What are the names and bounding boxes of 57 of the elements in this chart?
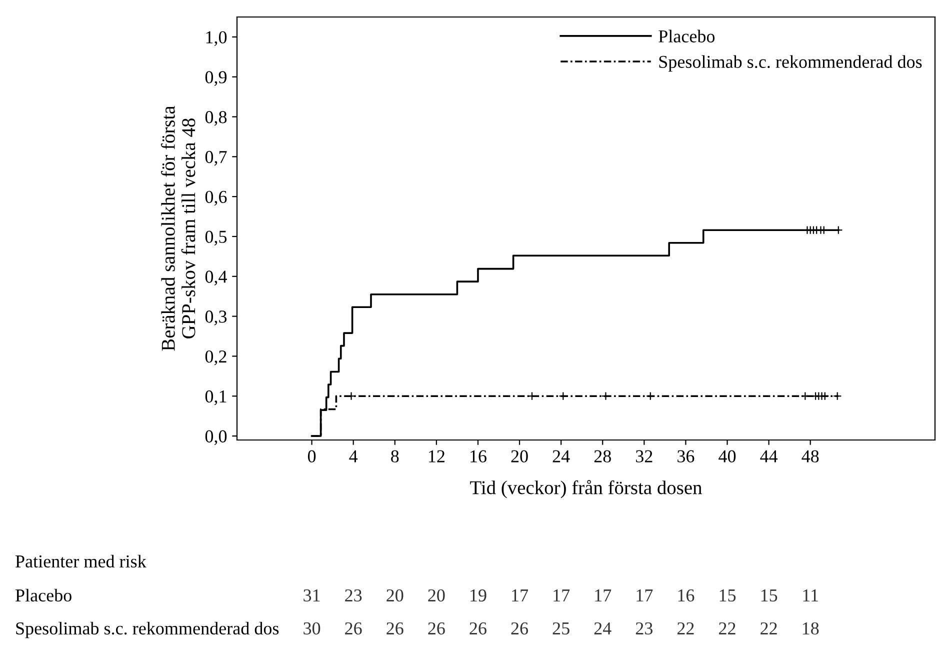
y-axis-title: Beräknad sannolikhet för första GPP-skov fram till vecka 48: [160, 106, 196, 351]
text: 22: [677, 622, 694, 634]
text: 11: [803, 589, 818, 602]
x-tick-label: 0: [308, 450, 316, 462]
legend-label: Placebo: [658, 30, 715, 42]
text: 15: [720, 589, 736, 602]
text: 26: [428, 622, 445, 635]
text: 24: [594, 622, 612, 634]
text: 31: [304, 589, 320, 602]
x-tick-label: 4: [349, 450, 358, 462]
text: 18: [802, 622, 819, 635]
text: 26: [511, 622, 528, 635]
text: 22: [760, 622, 777, 634]
text: 23: [345, 589, 362, 602]
x-tick-label: 44: [760, 450, 778, 462]
legend-label: Spesolimab s.c. rekommenderad dos: [659, 55, 922, 72]
x-tick-label: 48: [802, 450, 819, 462]
y-tick-label: 0,6: [205, 190, 227, 206]
text: Placebo: [16, 588, 72, 602]
x-tick-label: 40: [718, 450, 736, 462]
y-tick-label: 0,9: [205, 71, 227, 86]
text: 25: [552, 622, 570, 635]
text: 26: [345, 622, 362, 635]
x-tick-label: 28: [594, 450, 611, 462]
y-tick-label: 0,0: [205, 430, 227, 446]
text: 17: [512, 589, 528, 602]
text: Patienter med risk: [16, 554, 146, 568]
text: 23: [636, 622, 652, 635]
text: 16: [678, 589, 694, 602]
x-tick-label: 20: [511, 450, 528, 462]
x-tick-label: 12: [428, 450, 444, 462]
x-axis-title: Tid (veckor) från första dosen: [470, 480, 702, 498]
text: 17: [636, 589, 653, 602]
text: 17: [554, 589, 570, 602]
x-tick-label: 24: [552, 450, 570, 462]
y-tick-label: 0,4: [205, 270, 227, 286]
y-tick-label: 0,3: [205, 310, 227, 326]
y-tick-label: 0,7: [205, 150, 227, 166]
y-tick-label: 0,1: [205, 390, 226, 406]
y-tick-label: 0,8: [205, 111, 227, 126]
text: 26: [386, 622, 404, 635]
x-tick-label: 36: [678, 450, 694, 462]
text: 17: [595, 589, 612, 602]
text: 19: [470, 589, 486, 602]
text: Spesolimab s.c. rekommenderad dos: [16, 622, 279, 638]
text: 20: [386, 589, 404, 602]
text: 22: [719, 622, 736, 634]
x-tick-label: 8: [391, 450, 399, 462]
text: 30: [304, 622, 320, 635]
y-tick-label: 1,0: [206, 31, 227, 46]
x-tick-label: 32: [636, 450, 652, 462]
text: 15: [761, 589, 778, 602]
y-tick-label: 0,5: [205, 230, 227, 246]
text: 26: [470, 622, 486, 635]
text: 20: [428, 589, 445, 602]
x-tick-label: 16: [470, 450, 486, 462]
y-tick-label: 0,2: [205, 350, 226, 366]
